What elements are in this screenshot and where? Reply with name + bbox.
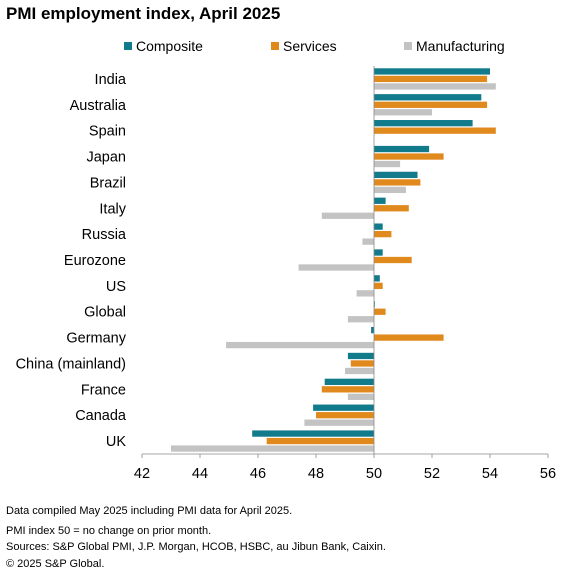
bar-manufacturing-china-mainland [345,368,374,374]
category-label-spain: Spain [89,124,126,140]
category-label-canada: Canada [75,408,127,424]
bar-manufacturing-germany [226,342,374,348]
bar-manufacturing-uk [171,445,374,451]
bar-services-uk [267,438,374,444]
bar-composite-brazil [374,172,418,178]
bar-composite-china-mainland [348,353,374,359]
x-tick-label-44: 44 [192,466,208,482]
bar-services-australia [374,102,487,108]
bar-services-global [374,309,386,315]
bar-composite-russia [374,223,383,229]
category-label-australia: Australia [70,98,127,114]
x-tick-label-50: 50 [366,466,382,482]
bar-composite-spain [374,120,473,126]
bar-composite-italy [374,198,386,204]
bar-services-eurozone [374,257,412,263]
footnotes: Data compiled May 2025 including PMI dat… [6,503,386,572]
bar-manufacturing-brazil [374,187,406,193]
bar-manufacturing-eurozone [299,264,374,270]
bar-services-us [374,283,383,289]
category-label-us: US [106,279,126,295]
category-label-germany: Germany [66,331,126,347]
footnote-sources: Sources: S&P Global PMI, J.P. Morgan, HC… [6,539,386,556]
bar-manufacturing-italy [322,213,374,219]
x-tick-label-52: 52 [424,466,440,482]
bar-manufacturing-india [374,83,496,89]
category-label-brazil: Brazil [90,175,126,191]
category-label-eurozone: Eurozone [64,253,126,269]
footnote-data-compiled: Data compiled May 2025 including PMI dat… [6,503,386,520]
bar-manufacturing-global [348,316,374,322]
category-label-india: India [95,72,127,88]
bar-manufacturing-japan [374,161,400,167]
footnote-pmi-definition: PMI index 50 = no change on prior month. [6,523,386,540]
category-label-russia: Russia [82,227,127,243]
bar-composite-germany [371,327,374,333]
bar-composite-uk [252,430,374,436]
bar-composite-japan [374,146,429,152]
bar-composite-australia [374,94,481,100]
bar-services-india [374,76,487,82]
bar-services-japan [374,153,444,159]
category-label-japan: Japan [86,150,126,166]
bar-services-china-mainland [351,360,374,366]
bar-manufacturing-russia [362,238,374,244]
bar-manufacturing-canada [304,420,374,426]
bar-manufacturing-australia [374,109,432,115]
bar-services-italy [374,205,409,211]
bar-chart: India Australia Spain Japan Brazil Italy Russi… [0,0,566,500]
category-label-uk: UK [106,434,126,450]
bar-services-germany [374,334,444,340]
x-tick-label-46: 46 [250,466,266,482]
x-tick-label-48: 48 [308,466,324,482]
x-tick-label-56: 56 [540,466,556,482]
bar-manufacturing-us [357,290,374,296]
bar-composite-us [374,275,380,281]
bar-services-brazil [374,179,420,185]
x-tick-label-54: 54 [482,466,498,482]
bar-services-spain [374,128,496,134]
category-label-france: France [81,382,126,398]
category-label-global: Global [84,305,126,321]
category-label-italy: Italy [99,201,126,217]
bar-composite-france [325,379,374,385]
x-tick-label-42: 42 [134,466,150,482]
bar-composite-eurozone [374,249,383,255]
bar-services-france [322,386,374,392]
bar-services-russia [374,231,391,237]
bar-composite-india [374,68,490,74]
bar-composite-canada [313,405,374,411]
bar-manufacturing-france [348,394,374,400]
category-label-china-mainland: China (mainland) [16,356,126,372]
bar-services-canada [316,412,374,418]
